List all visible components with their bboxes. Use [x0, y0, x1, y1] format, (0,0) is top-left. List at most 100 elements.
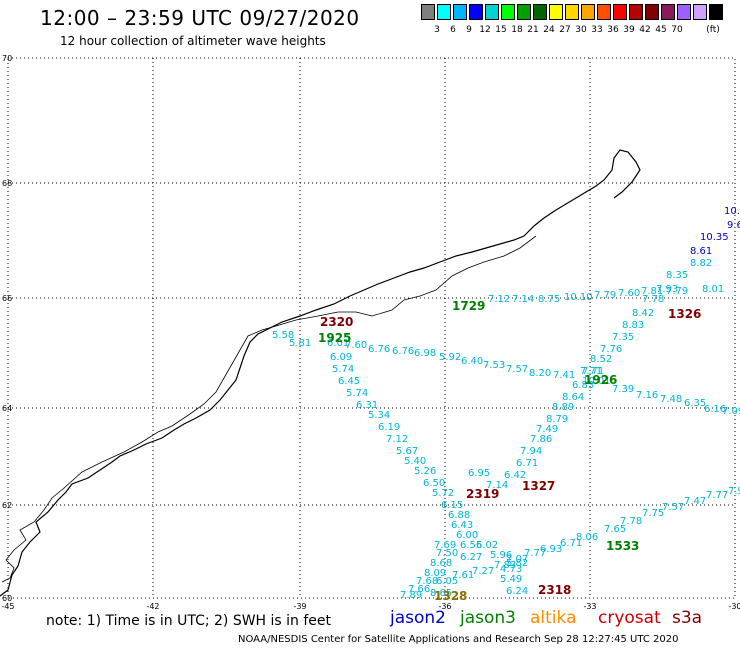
- legend-swatch: [501, 4, 515, 20]
- wave-height-label: 6.71: [560, 538, 582, 549]
- pass-time-label: 1533: [606, 539, 639, 553]
- latitude-tick: 64: [2, 404, 12, 413]
- wave-height-label: 10.7: [724, 206, 740, 217]
- legend-swatch: [661, 4, 675, 20]
- wave-height-label: 6.16: [704, 404, 726, 415]
- pass-time-label: 2320: [320, 315, 353, 329]
- wave-height-label: 7.48: [660, 394, 682, 405]
- pass-time-label: 1926: [584, 373, 617, 387]
- satellite-cryosat: cryosat: [598, 608, 661, 628]
- wave-height-label: 5.26: [414, 466, 436, 477]
- wave-height-label: 6.01: [327, 338, 349, 349]
- wave-height-label: 10.10: [564, 292, 593, 303]
- wave-height-label: 7.81: [641, 286, 663, 297]
- wave-height-label: 7.16: [636, 390, 658, 401]
- wave-height-label: 7.60: [618, 288, 640, 299]
- wave-height-label: 5.58: [272, 330, 294, 341]
- wave-height-label: 6.43: [451, 520, 473, 531]
- wave-height-label: 7.47: [684, 496, 706, 507]
- legend-label: 12: [479, 25, 491, 35]
- legend-label: 18: [511, 25, 523, 35]
- wave-height-label: 8.09: [424, 568, 446, 579]
- wave-height-label: 6.71: [516, 458, 538, 469]
- wave-height-label: 7.60: [345, 340, 367, 351]
- wave-height-label: 6.35: [684, 398, 706, 409]
- wave-height-label: 5.74: [332, 364, 354, 375]
- wave-height-label: 9.68: [727, 220, 740, 231]
- credit-line: NOAA/NESDIS Center for Satellite Applica…: [238, 634, 679, 645]
- wave-height-label: 7.9: [728, 486, 740, 497]
- wave-height-label: 7.41: [553, 370, 575, 381]
- longitude-tick: -36: [438, 602, 451, 611]
- wave-height-label: 5.74: [346, 388, 368, 399]
- wave-height-label: 7.27: [472, 566, 494, 577]
- legend-swatch: [581, 4, 595, 20]
- altimeter-track: 7.12 7.14 8.75 10.10 7.79 7.60 7.81 7.79 8.01172…: [452, 284, 724, 313]
- latitude-tick: 70: [2, 54, 12, 63]
- wave-height-label: 7.94: [520, 446, 542, 457]
- wave-height-label: 6.95: [468, 468, 490, 479]
- wave-height-label: 6.40: [461, 356, 483, 367]
- legend-label: 9: [466, 25, 472, 35]
- legend-swatch: [693, 4, 707, 20]
- wave-height-label: 10.01: [582, 376, 611, 387]
- wave-height-label: 6.24: [506, 586, 528, 597]
- pass-time-label: 1327: [522, 479, 555, 493]
- latitude-tick: 66: [2, 294, 12, 303]
- wave-height-label: 8.75: [538, 294, 560, 305]
- wave-height-label: 7.75: [642, 508, 664, 519]
- wave-height-label: 8.79: [546, 414, 568, 425]
- legend-label: 27: [559, 25, 571, 35]
- legend-swatch: [565, 4, 579, 20]
- legend-swatch: [709, 4, 723, 20]
- legend-label: 33: [591, 25, 603, 35]
- altimeter-track: 6.095.746.455.746.315.346.197.125.675.40…: [320, 315, 454, 499]
- wave-height-label: 6.50: [423, 478, 445, 489]
- wave-height-label: 7.79: [666, 286, 688, 297]
- wave-height-label: 6.09: [330, 352, 352, 363]
- wave-height-label: 7.14: [512, 294, 534, 305]
- legend-swatch: [437, 4, 451, 20]
- wave-height-label: 6.27: [460, 552, 482, 563]
- footer-note: note: 1) Time is in UTC; 2) SWH is in fe…: [46, 613, 332, 629]
- wave-height-label: 5.81: [289, 338, 311, 349]
- legend-swatch: [629, 4, 643, 20]
- latitude-tick: 60: [2, 594, 12, 603]
- legend-swatch: [549, 4, 563, 20]
- wave-height-label: 7.66: [408, 584, 430, 595]
- wave-height-label: 7.57: [662, 502, 684, 513]
- legend-swatch: [517, 4, 531, 20]
- pass-time-label: 1925: [318, 331, 351, 345]
- legend-swatch: [469, 4, 483, 20]
- wave-height-label: 7.79: [594, 290, 616, 301]
- wave-height-label: 7.35: [612, 332, 634, 343]
- wave-height-label: 8.68: [430, 558, 452, 569]
- altimeter-track: 5.585.81 6.017.60 6.76 6.76 6.98 5.92 6.40 7.53…: [272, 330, 602, 381]
- longitude-tick: -39: [293, 602, 306, 611]
- legend-label: (ft): [706, 25, 720, 35]
- wave-height-label: 5.40: [404, 456, 426, 467]
- wave-height-label: 7.50: [436, 548, 458, 559]
- wave-height-label: 5.92: [439, 352, 461, 363]
- legend-label: 36: [607, 25, 619, 35]
- legend-swatch: [677, 4, 691, 20]
- wave-height-label: 7.12: [386, 434, 408, 445]
- legend-label: 70: [671, 25, 683, 35]
- wave-height-label: 6.02: [476, 540, 498, 551]
- wave-height-label: 7.57: [506, 364, 528, 375]
- altimeter-track: 10.79.6810.358.618.828.357.937.788.428.8…: [486, 206, 740, 491]
- wave-height-label: 6.05: [436, 576, 458, 587]
- wave-height-label: 8.35: [666, 270, 688, 281]
- wave-height-label: 8.42: [632, 308, 654, 319]
- satellite-s3a: s3a: [672, 608, 703, 628]
- longitude-tick: -33: [583, 602, 596, 611]
- pass-time-label: 1328: [434, 589, 467, 603]
- legend-swatch: [533, 4, 547, 20]
- wave-height-label: 5.82: [506, 558, 528, 569]
- wave-height-label: 7.53: [483, 360, 505, 371]
- wave-height-label: 6.15: [441, 500, 463, 511]
- longitude-tick: -30: [728, 602, 740, 611]
- altimeter-track: 6.156.886.436.006.556.276.025.965.824.73…: [441, 487, 528, 597]
